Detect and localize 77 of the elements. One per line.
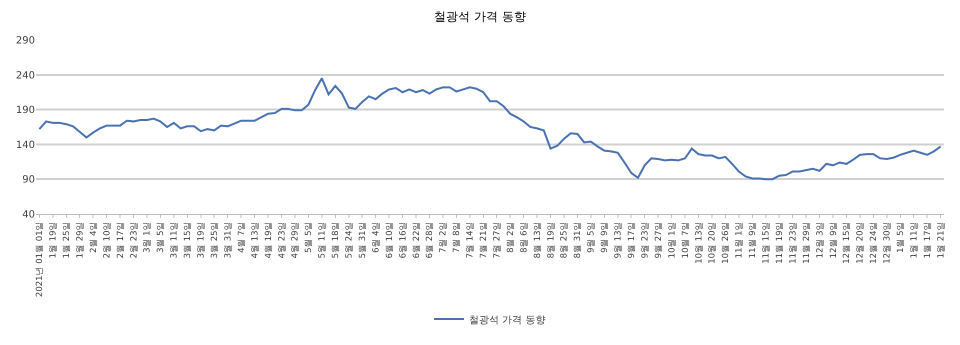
line-series: [38, 77, 942, 180]
x-tick-label: 11월 15일: [762, 221, 772, 264]
x-tick-label: 4월 23일: [277, 221, 288, 258]
y-tick-label: 140: [16, 140, 35, 151]
x-tick-label: 5월 24일: [344, 221, 355, 258]
y-tick-label: 290: [16, 36, 35, 46]
x-tick-label: 12월 24일: [869, 221, 880, 264]
x-tick-label: 2월 10일: [102, 221, 112, 258]
x-tick-label: 7월 8일: [452, 221, 462, 253]
x-tick-label: 12월 9일: [828, 221, 839, 258]
x-tick-label: 7월 14일: [466, 221, 476, 258]
x-tick-label: 1월 25일: [62, 221, 72, 258]
x-tick-label: 2월 23일: [129, 221, 140, 258]
x-tick-label: 1월 19일: [48, 221, 59, 258]
x-tick-label: 7월 27일: [492, 221, 502, 258]
x-tick-label: 4월 7일: [236, 221, 247, 253]
x-tick-label: 4월 19일: [264, 221, 274, 258]
x-tick-label: 10월 20일: [708, 221, 718, 264]
x-tick-label: 6월 16일: [398, 221, 408, 258]
x-tick-label: 6월 22일: [412, 221, 422, 258]
x-tick-label: 12월 20일: [856, 221, 866, 264]
x-tick-label: 8월 19일: [546, 221, 556, 258]
x-tick-label: 1월 5일: [896, 221, 906, 253]
x-tick-label: 3월 1일: [142, 221, 153, 253]
x-tick-label: 9월 23일: [640, 221, 650, 258]
x-tick-label: 8월 6일: [519, 221, 530, 253]
x-tick-label: 9월 17일: [627, 221, 638, 258]
x-tick-label: 9월 5일: [586, 221, 597, 253]
x-tick-label: 5월 31일: [358, 221, 368, 258]
x-tick-label: 6월 28일: [425, 221, 436, 258]
x-tick-label: 9월 13일: [614, 221, 624, 258]
x-tick-label: 12월 3일: [815, 221, 826, 258]
x-tick-label: 11월 19일: [774, 221, 785, 264]
x-tick-label: 6월 10일: [384, 221, 395, 258]
x-tick-label: 3월 19일: [196, 221, 207, 258]
x-tick-label: 3월 15일: [183, 221, 194, 258]
x-tick-label: 11월 23일: [788, 221, 798, 264]
x-tick-label: 5월 18일: [331, 221, 342, 258]
x-tick-label: 8월 25일: [560, 221, 570, 258]
y-tick-label: 190: [16, 105, 35, 116]
x-tick-label: 12월 15일: [842, 221, 852, 264]
x-tick-label: 11월 9일: [748, 221, 758, 258]
legend-label: 철광석 가격 동향: [469, 314, 546, 326]
x-tick-label: 11월 29일: [802, 221, 812, 264]
x-tick-label: 3월 31일: [223, 221, 234, 258]
x-tick-label: 3월 5일: [156, 221, 166, 253]
x-tick-label: 5월 5일: [304, 221, 314, 253]
y-tick-label: 40: [22, 210, 35, 220]
x-tick-label: 7월 21일: [479, 221, 490, 258]
x-tick-label: 2021년 01월 01일: [35, 221, 46, 298]
x-tick-label: 12월 30일: [882, 221, 893, 264]
x-tick-label: 3월 25일: [210, 221, 220, 258]
x-tick-label: 10월 7일: [680, 221, 691, 258]
x-tick-label: 9월 27일: [654, 221, 664, 258]
y-tick-label: 240: [16, 70, 35, 82]
x-tick-label: 9월 9일: [600, 221, 610, 253]
x-tick-label: 1월 17일: [922, 221, 933, 258]
x-tick-label: 10월 13일: [694, 221, 704, 264]
x-tick-label: 8월 2일: [506, 221, 516, 253]
x-tick-label: 10월 1일: [667, 221, 678, 258]
x-tick-label: 7월 2일: [438, 221, 449, 253]
x-tick-label: 2월 17일: [116, 221, 126, 258]
x-tick-label: 8월 31일: [573, 221, 584, 258]
x-tick-label: 1월 21일: [936, 221, 946, 258]
x-tick-label: 1월 29일: [75, 221, 86, 258]
x-tick-label: 4월 29일: [290, 221, 301, 258]
x-tick-label: 10월 26일: [721, 221, 732, 264]
x-tick-label: 4월 13일: [250, 221, 260, 258]
chart-title: 철광석 가격 동향: [434, 9, 526, 24]
x-tick-label: 8월 13일: [532, 221, 543, 258]
x-tick-label: 2월 4일: [88, 221, 99, 253]
x-tick-label: 3월 11일: [170, 221, 180, 258]
x-tick-label: 1월 11일: [909, 221, 920, 258]
x-tick-label: 11월 1일: [734, 221, 745, 258]
y-tick-label: 90: [22, 174, 35, 186]
x-tick-label: 5월 11일: [318, 221, 328, 258]
x-tick-label: 6월 4일: [371, 221, 382, 253]
